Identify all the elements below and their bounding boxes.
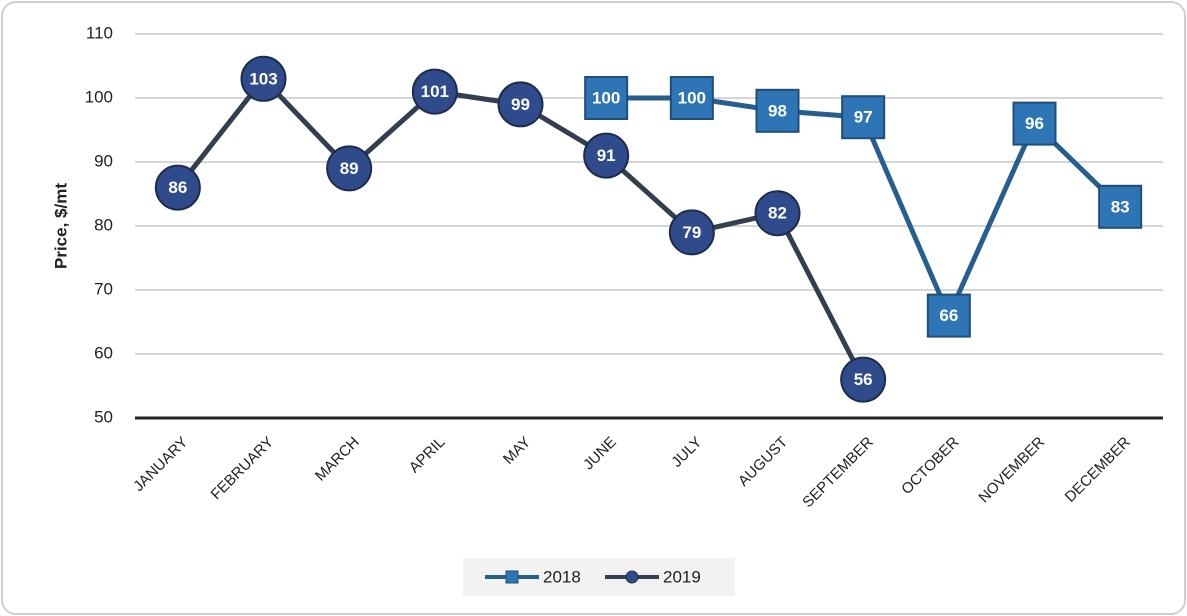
marker [326,145,373,192]
data-label: 66 [939,306,958,325]
marker [840,356,887,403]
marker [1012,101,1057,146]
data-label: 82 [768,204,787,223]
legend-marker [625,570,639,584]
marker [583,132,630,179]
y-tick-label: 70 [94,279,113,298]
marker [668,209,715,256]
data-label: 103 [249,69,277,88]
y-axis-label: Price, $/mt [51,183,70,269]
data-label: 56 [854,370,873,389]
data-label: 99 [511,95,530,114]
data-label: 100 [592,88,620,107]
legend-label: 2018 [543,567,581,586]
marker [841,95,886,140]
y-tick-label: 100 [85,87,113,106]
y-tick-label: 50 [94,407,113,426]
marker [755,88,800,133]
data-label: 96 [1025,114,1044,133]
data-label: 101 [421,82,449,101]
data-label: 97 [854,108,873,127]
y-tick-label: 80 [94,215,113,234]
marker [154,164,201,211]
data-label: 91 [597,146,616,165]
legend-marker [505,570,519,584]
y-tick-label: 60 [94,343,113,362]
marker [240,55,287,102]
data-label: 86 [168,178,187,197]
data-label: 83 [1111,197,1130,216]
marker [1098,184,1143,229]
data-label: 98 [768,101,787,120]
y-tick-label: 110 [86,23,113,42]
marker [754,190,801,237]
marker [926,293,971,338]
marker [411,68,458,115]
marker [669,76,714,120]
legend-label: 2019 [663,567,701,586]
data-label: 89 [340,159,359,178]
data-label: 100 [678,88,706,107]
marker [497,81,544,128]
data-label: 79 [682,223,701,242]
y-tick-label: 90 [94,151,113,170]
marker [584,76,629,120]
